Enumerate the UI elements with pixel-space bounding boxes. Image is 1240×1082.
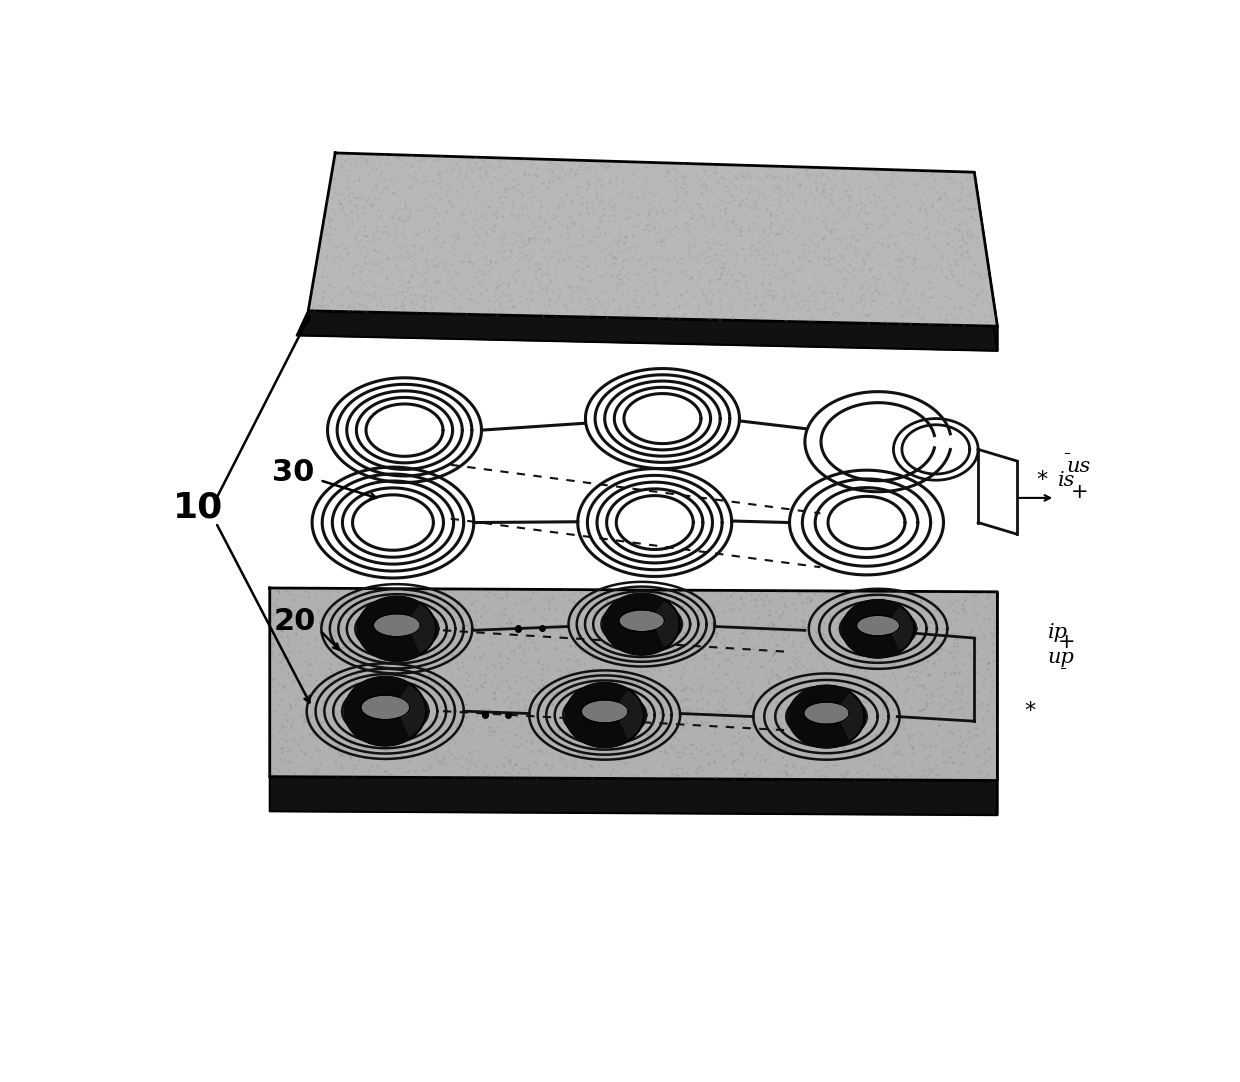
Polygon shape [357,596,420,661]
Polygon shape [857,616,900,636]
Polygon shape [582,700,629,723]
Polygon shape [361,695,409,720]
Text: *: * [1035,470,1047,489]
Polygon shape [373,613,420,637]
Text: up: up [1048,648,1074,667]
Polygon shape [789,686,864,748]
Polygon shape [270,777,997,815]
Text: 20: 20 [274,607,316,635]
Polygon shape [309,153,997,326]
Polygon shape [842,601,899,658]
Text: is: is [1058,472,1075,490]
Polygon shape [270,588,997,780]
Polygon shape [345,677,409,745]
Text: +: + [1070,481,1089,502]
Polygon shape [604,594,663,655]
Polygon shape [619,610,665,632]
Text: +: + [1058,632,1075,652]
Text: 30: 30 [272,458,314,487]
Text: -: - [1063,445,1070,463]
Polygon shape [789,686,849,748]
Polygon shape [357,596,436,661]
Polygon shape [565,683,627,748]
Polygon shape [842,601,914,658]
Polygon shape [604,594,680,655]
Polygon shape [565,683,644,748]
Polygon shape [296,311,997,351]
Polygon shape [345,677,427,745]
Polygon shape [804,702,849,724]
Polygon shape [975,172,997,351]
Text: *: * [1024,700,1035,721]
Text: 10: 10 [174,490,223,524]
Text: -: - [1059,659,1066,678]
Text: us: us [1066,458,1091,476]
Text: ip: ip [1048,623,1068,642]
